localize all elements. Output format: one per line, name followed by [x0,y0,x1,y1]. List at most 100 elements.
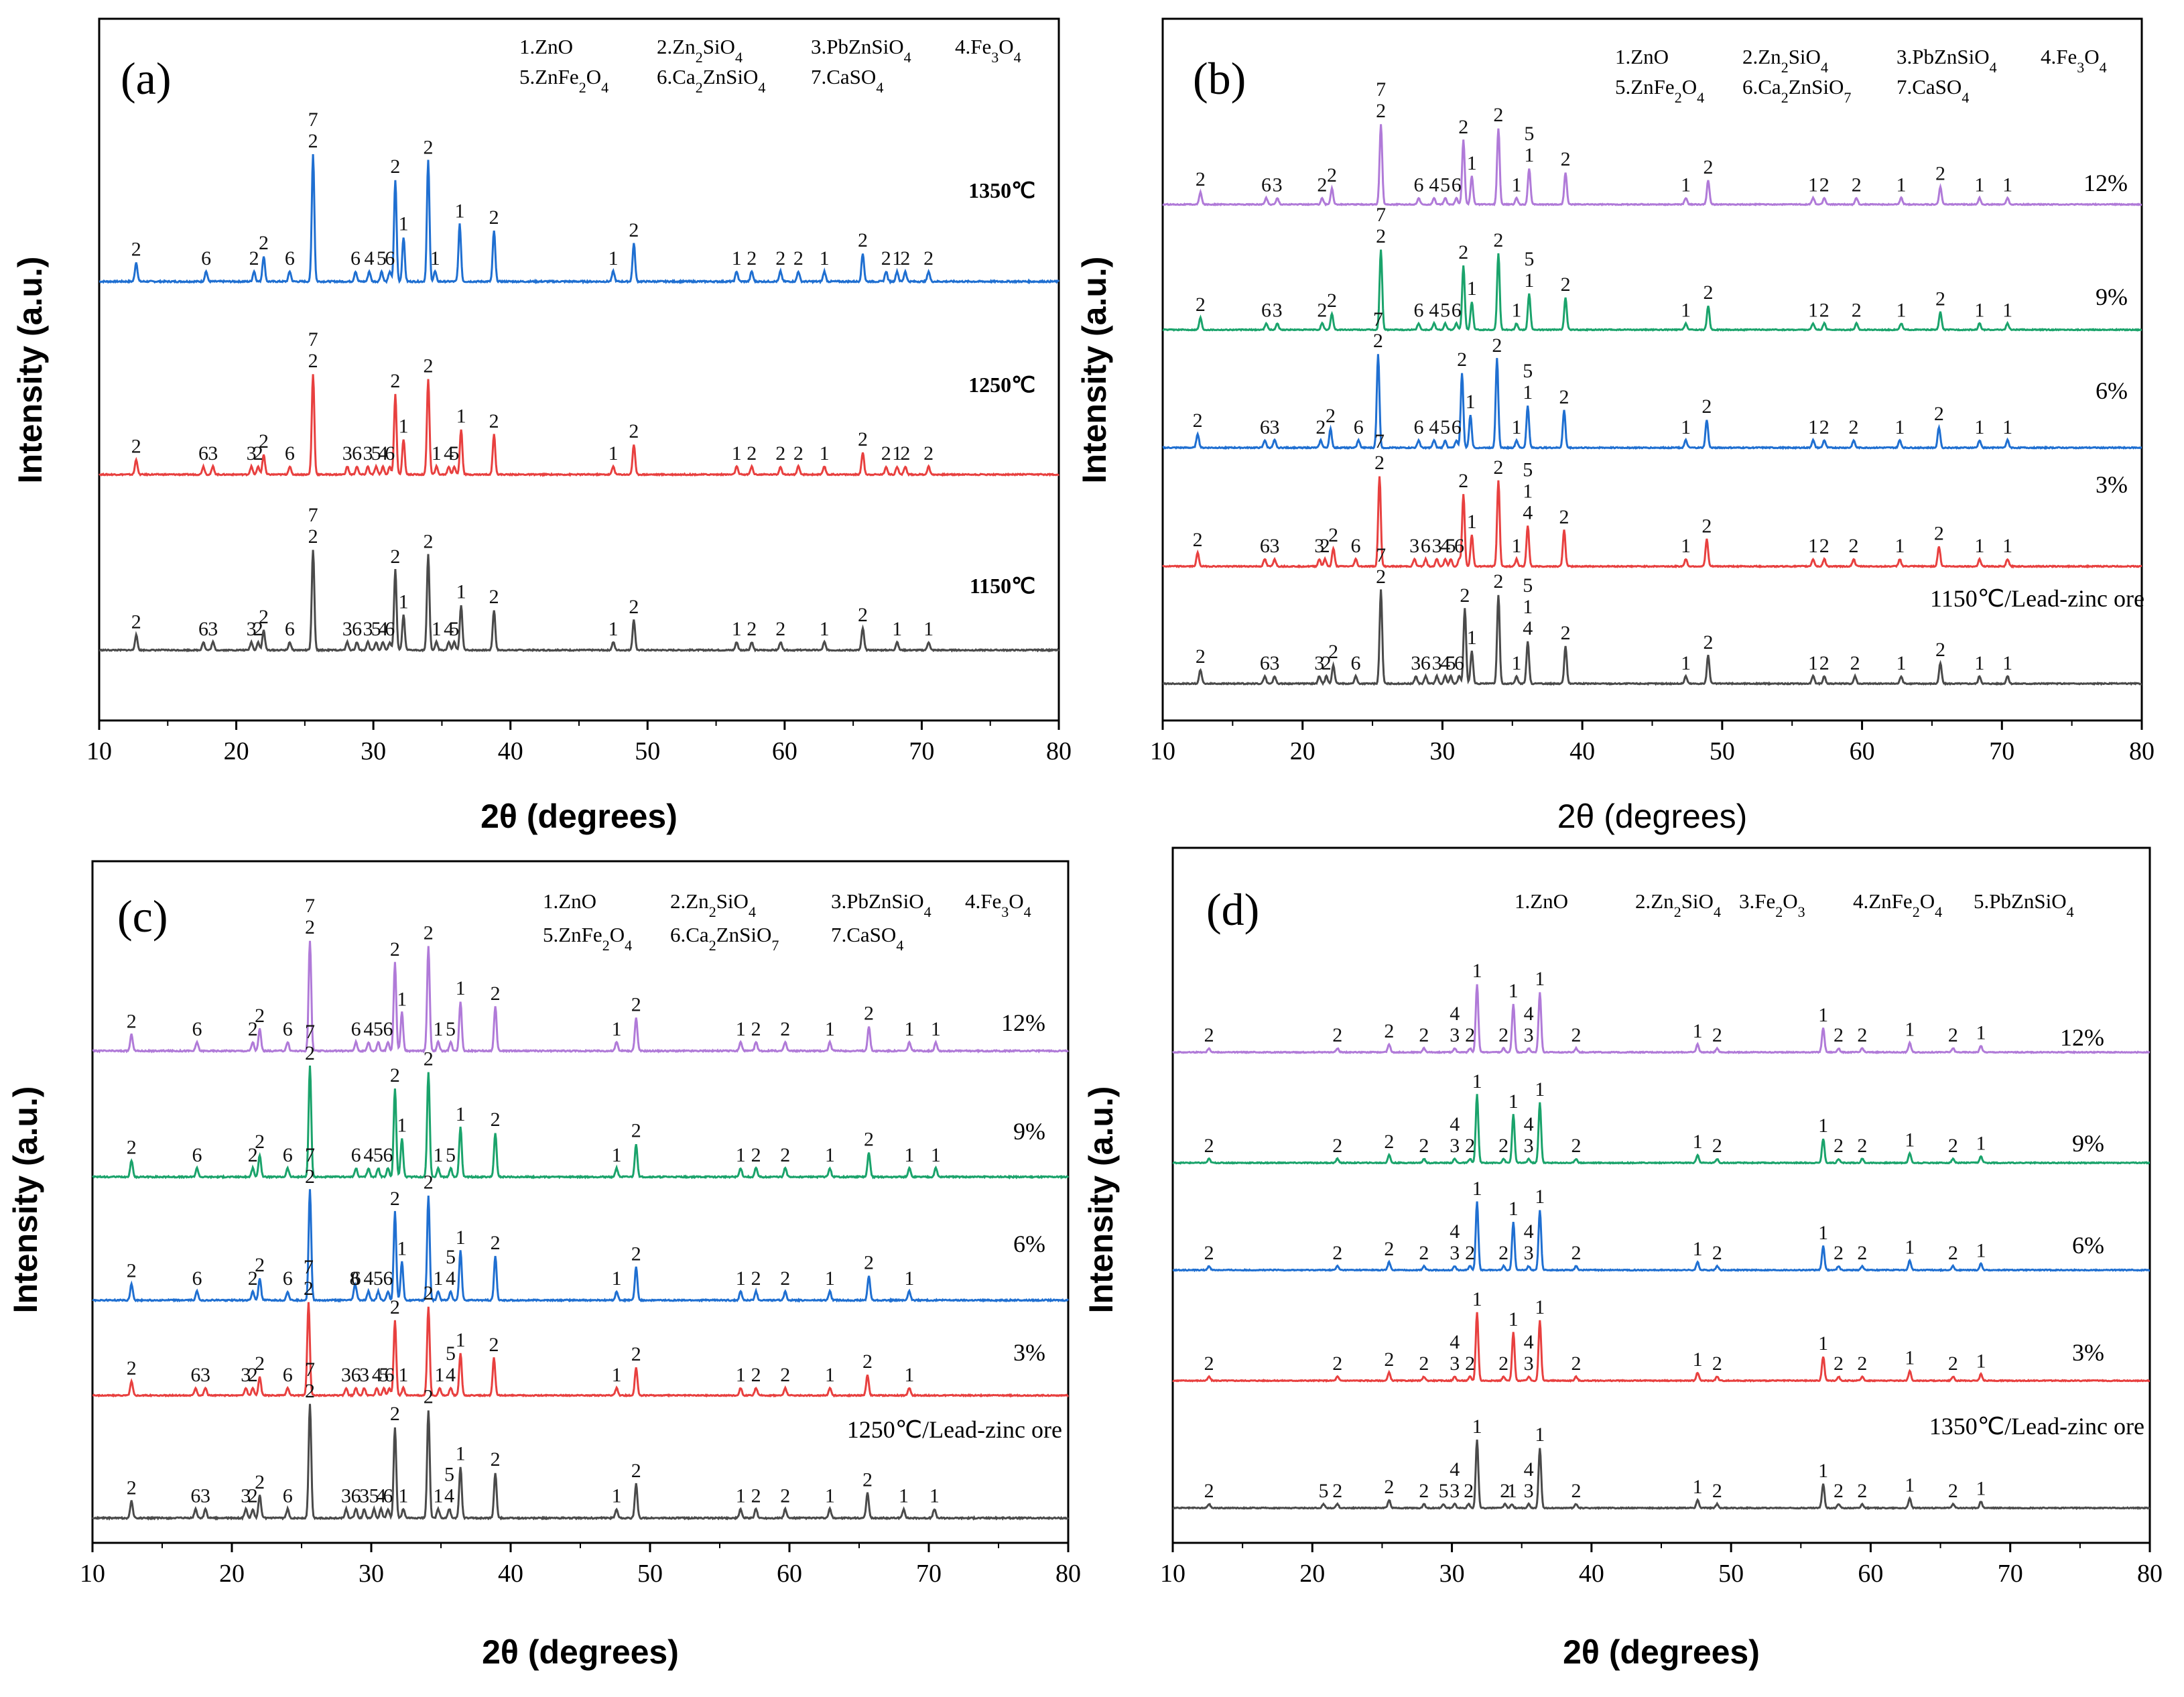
x-tick-label: 80 [1046,737,1072,765]
peak-label: 2 [255,1471,265,1493]
peak-label: 1 [1523,480,1533,502]
peak-label: 6 [198,618,208,640]
peak-label: 1 [1894,535,1905,557]
peak-label: 3 [208,618,218,640]
peak-label: 3 [200,1364,210,1386]
peak-label: 2 [1834,1480,1844,1502]
peak-label: 2 [423,137,433,159]
peak-label: 1 [1472,1288,1482,1310]
peak-label: 2 [1934,522,1944,544]
peak-label: 1 [923,618,934,640]
peak-label: 7 [1374,430,1385,452]
peak-label: 2 [390,1403,400,1425]
peak-label: 2 [1559,506,1569,528]
peak-label: 4 [1429,416,1439,438]
peak-label: 2 [1419,1480,1429,1502]
peak-label: 2 [1376,225,1386,247]
peak-label: 1 [1512,652,1522,674]
peak-label: 2 [1376,566,1386,588]
peak-label: 2 [248,1144,258,1166]
peak-label: 2 [131,611,141,633]
peak-label: 2 [390,1188,400,1210]
x-tick-label: 30 [359,1560,384,1588]
series-label: 9% [2072,1130,2104,1157]
peak-label: 2 [424,1171,434,1193]
peak-label: 1 [1524,269,1534,292]
peak-label: 2 [489,1334,499,1356]
peak-label: 1 [456,1329,466,1351]
peak-label: 5 [373,1144,383,1166]
peak-label: 3 [247,618,257,640]
peak-label: 2 [923,442,934,464]
phase-legend-entry: 5.ZnFe2O4 [543,923,632,954]
peak-label: 2 [1857,1353,1867,1375]
peak-label: 2 [424,1282,434,1304]
peak-label: 2 [1834,1242,1844,1264]
series-label: 1150℃/Lead-zinc ore [1930,585,2144,612]
peak-label: 6 [351,1018,361,1040]
peak-label: 2 [1465,1242,1475,1264]
peak-label: 5 [1446,652,1456,674]
series-label: 12% [2060,1024,2104,1051]
peak-label: 3 [363,442,373,464]
peak-label: 8 [350,1267,360,1290]
peak-label: 1 [825,1267,835,1290]
phase-legend-entry: 2.Zn2SiO4 [670,889,756,920]
peak-label: 1 [1472,1416,1482,1438]
xrd-pattern-line [92,1189,1070,1304]
peak-label: 6 [1260,535,1270,557]
peak-label: 6 [352,618,362,640]
peak-label: 1 [433,1485,443,1507]
peak-label: 6 [1351,535,1361,557]
peak-label: 2 [780,1485,790,1507]
peak-label: 4 [363,1018,373,1040]
panel-label: (c) [117,891,168,942]
peak-label: 2 [747,618,757,640]
x-tick-label: 20 [1299,1560,1325,1588]
peak-label: 1 [608,618,619,640]
peak-label: 2 [127,1259,137,1281]
peak-label: 1 [904,1018,914,1040]
peak-label: 2 [1819,299,1829,321]
peak-label: 2 [390,938,400,960]
phase-legend-entry: 5.PbZnSiO4 [1974,889,2074,920]
peak-label: 2 [390,155,400,178]
peak-label: 2 [1712,1353,1722,1375]
peak-label: 6 [351,1485,361,1507]
peak-label: 2 [864,1129,874,1151]
peak-label: 4 [1450,1331,1460,1353]
peak-label: 2 [780,1144,790,1166]
peak-label: 1 [430,247,440,269]
y-axis-title: Intensity (a.u.) [7,1086,44,1314]
peak-label: 2 [491,1448,501,1470]
peak-label: 4 [444,1485,454,1507]
phase-legend-entry: 3.PbZnSiO4 [1897,45,1997,76]
peak-label: 2 [304,1277,314,1300]
series-label: 1250℃/Lead-zinc ore [847,1416,1062,1443]
xrd-pattern-line [99,374,1060,477]
peak-label: 1 [825,1364,835,1386]
peak-label: 1 [612,1267,622,1290]
peak-label: 6 [350,247,361,269]
peak-label: 2 [127,1357,137,1379]
peak-label: 5 [1440,299,1450,321]
peak-label: 5 [446,1018,456,1040]
xrd-pattern-line [1172,1312,2150,1383]
peak-label: 2 [900,247,910,269]
peak-label: 1 [433,1018,443,1040]
peak-label: 1 [397,988,407,1010]
peak-label: 3 [342,442,352,464]
peak-label: 2 [1712,1242,1722,1264]
series-label: 6% [2096,377,2128,404]
peak-label: 1 [1818,1332,1828,1355]
peak-label: 6 [352,442,362,464]
peak-label: 2 [1332,1135,1342,1157]
peak-label: 2 [1498,1024,1508,1046]
phase-legend-entry: 4.Fe3O4 [2041,45,2107,76]
peak-label: 1 [612,1485,622,1507]
peak-label: 3 [359,1364,369,1386]
peak-label: 2 [489,410,499,432]
peak-label: 3 [208,442,218,464]
peak-label: 2 [1458,116,1468,138]
peak-label: 1 [1894,416,1905,438]
